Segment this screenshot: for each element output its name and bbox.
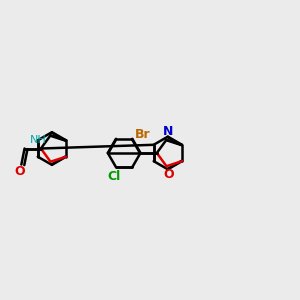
Text: O: O (15, 166, 25, 178)
Text: O: O (164, 168, 174, 181)
Text: NH: NH (30, 135, 46, 145)
Text: Br: Br (135, 128, 151, 141)
Text: N: N (163, 125, 173, 138)
Text: Cl: Cl (108, 169, 121, 182)
